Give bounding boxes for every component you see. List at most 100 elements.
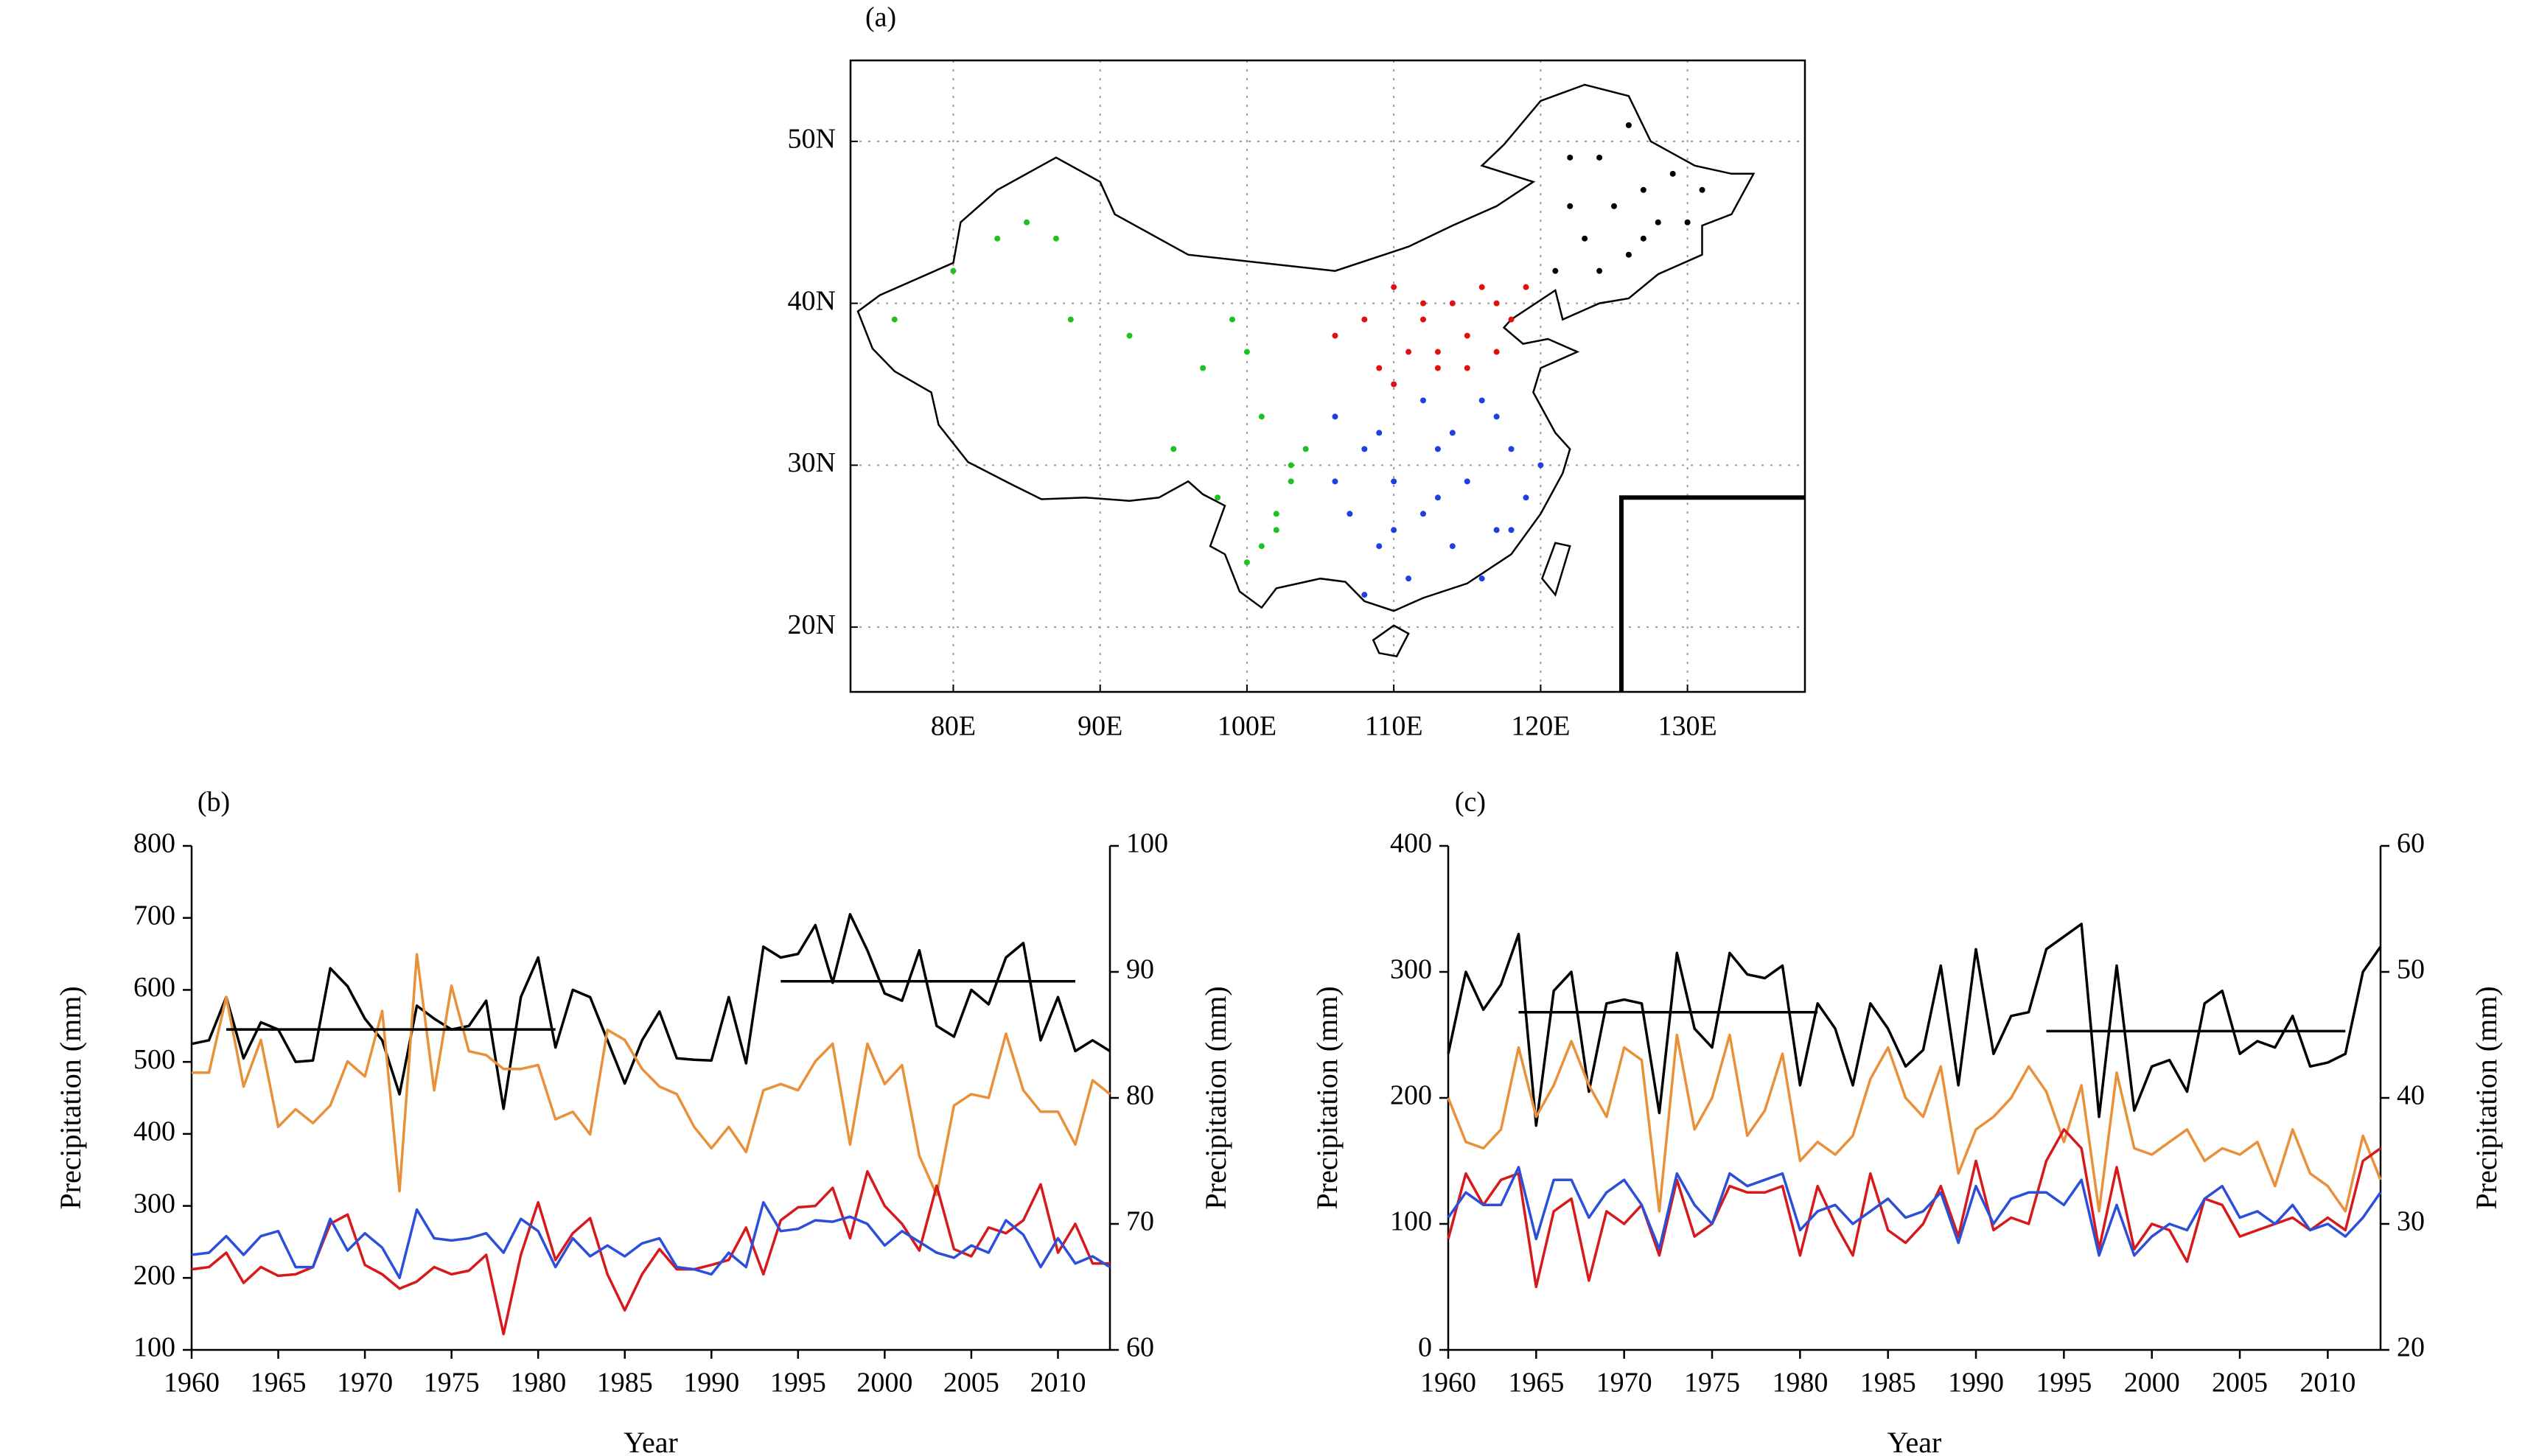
x-tick-label: 2005 — [2212, 1368, 2268, 1399]
panel-label: (c) — [1455, 787, 1486, 818]
y-tick-label: 100 — [1390, 1206, 1432, 1237]
station-dot — [1537, 462, 1544, 469]
y-tick-label: 300 — [1390, 954, 1432, 985]
station-dot — [1302, 446, 1309, 452]
station-dot — [1200, 365, 1206, 371]
y2-tick-label: 80 — [1126, 1080, 1154, 1111]
series-line — [191, 913, 1111, 1110]
x-tick-label: 2010 — [2299, 1368, 2355, 1399]
station-dot — [1567, 203, 1574, 209]
panel-label: (a) — [865, 2, 896, 33]
station-dot — [1596, 154, 1603, 161]
x-tick-label: 110E — [1365, 711, 1423, 742]
x-tick-label: 1960 — [164, 1368, 220, 1399]
x-tick-label: 1975 — [424, 1368, 480, 1399]
station-dot — [1243, 349, 1250, 355]
panel-label: (b) — [198, 787, 230, 818]
station-dot — [994, 235, 1001, 242]
y2-tick-label: 50 — [2397, 954, 2425, 985]
x-tick-label: 1985 — [597, 1368, 653, 1399]
station-dot — [1493, 527, 1500, 533]
station-dot — [1243, 559, 1250, 566]
y2-axis-label: Precipitation (mm) — [2470, 986, 2503, 1209]
station-dot — [1464, 478, 1470, 485]
station-dot — [1052, 235, 1059, 242]
y-tick-label: 400 — [1390, 828, 1432, 859]
station-dot — [1493, 300, 1500, 307]
y-tick-label: 200 — [1390, 1080, 1432, 1111]
station-dot — [1508, 527, 1515, 533]
station-dot — [1273, 511, 1279, 517]
station-dot — [1391, 381, 1397, 388]
station-dot — [1258, 543, 1265, 550]
station-dot — [1126, 332, 1133, 339]
station-dot — [1332, 413, 1338, 420]
y-axis-label: Precipitation (mm) — [1310, 986, 1344, 1209]
series-line — [1447, 1166, 2382, 1257]
x-axis-label: Year — [1887, 1426, 1942, 1456]
station-dot — [1625, 122, 1632, 128]
station-dot — [1229, 316, 1235, 323]
station-dot — [1420, 316, 1426, 323]
station-dot — [1288, 462, 1294, 469]
station-dot — [1391, 527, 1397, 533]
x-tick-label: 2000 — [856, 1368, 912, 1399]
station-dot — [1024, 219, 1030, 225]
y-tick-label: 200 — [133, 1260, 175, 1291]
station-dot — [1449, 300, 1456, 307]
y2-tick-label: 60 — [2397, 828, 2425, 859]
map-frame — [849, 59, 1806, 693]
station-dot — [1523, 284, 1529, 290]
x-tick-label: 1980 — [1772, 1368, 1828, 1399]
series-line — [192, 953, 1111, 1197]
station-dot — [1567, 154, 1574, 161]
x-tick-label: 1990 — [1948, 1368, 2004, 1399]
x-tick-label: 1980 — [510, 1368, 566, 1399]
station-dot — [1332, 478, 1338, 485]
x-tick-label: 2000 — [2124, 1368, 2180, 1399]
x-tick-label: 1970 — [337, 1368, 393, 1399]
island — [1372, 624, 1410, 658]
y2-tick-label: 90 — [1126, 954, 1154, 985]
station-dot — [1361, 446, 1368, 452]
y-tick-label: 800 — [133, 828, 175, 859]
station-dot — [1273, 527, 1279, 533]
station-dot — [1478, 284, 1485, 290]
y2-axis-label: Precipitation (mm) — [1199, 986, 1232, 1209]
station-dot — [1640, 186, 1646, 193]
series-line — [191, 1169, 1110, 1336]
station-dot — [1508, 446, 1515, 452]
series-line — [1447, 923, 2382, 1127]
station-dot — [1347, 511, 1353, 517]
series-line — [1447, 1128, 2382, 1289]
y-tick-label: 0 — [1418, 1332, 1432, 1363]
x-tick-label: 1965 — [251, 1368, 307, 1399]
y-tick-label: 40N — [788, 285, 836, 316]
x-tick-label: 1995 — [770, 1368, 826, 1399]
y2-tick-label: 20 — [2397, 1332, 2425, 1363]
station-dot — [1478, 575, 1485, 582]
station-dot — [950, 267, 957, 274]
x-tick-label: 1995 — [2036, 1368, 2092, 1399]
y2-tick-label: 60 — [1126, 1332, 1154, 1363]
station-dot — [1684, 219, 1691, 225]
x-tick-label: 1970 — [1596, 1368, 1652, 1399]
station-dot — [1420, 511, 1426, 517]
station-dot — [1449, 430, 1456, 436]
station-dot — [1493, 413, 1500, 420]
station-dot — [1067, 316, 1074, 323]
y-tick-label: 30N — [788, 447, 836, 478]
y2-tick-label: 30 — [2397, 1206, 2425, 1237]
station-dot — [1523, 494, 1529, 501]
x-tick-label: 90E — [1078, 711, 1122, 742]
x-tick-label: 2010 — [1030, 1368, 1086, 1399]
station-dot — [1464, 365, 1470, 371]
station-dot — [1376, 543, 1383, 550]
station-dot — [1596, 267, 1603, 274]
station-dot — [1611, 203, 1617, 209]
x-tick-label: 1965 — [1508, 1368, 1564, 1399]
station-dot — [1449, 543, 1456, 550]
station-dot — [1640, 235, 1646, 242]
x-tick-label: 100E — [1218, 711, 1277, 742]
